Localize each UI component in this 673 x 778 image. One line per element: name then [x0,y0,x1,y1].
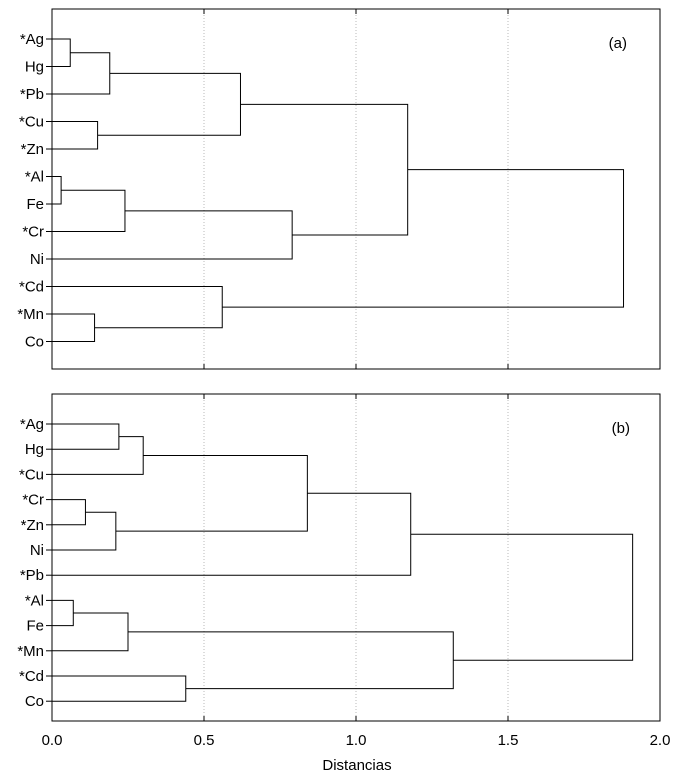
merge-link-a [52,189,126,232]
merge-link-b [52,675,187,702]
leaf-label: *Al [25,169,44,186]
merge-link-b [52,499,86,526]
leaf-label: Co [25,334,44,351]
merge-link-a [52,210,293,260]
leaf-label: *Cu [19,114,44,131]
x-ticks-a [51,9,661,369]
leaf-label: *Pb [20,86,44,103]
merge-link-a [52,38,71,67]
leaf-label: Co [25,693,44,710]
leaf-label: *Cr [22,224,44,241]
leaf-label: Fe [26,618,44,635]
dendrogram-links-a [52,38,625,342]
leaf-label: *Cd [19,279,44,296]
merge-link-b [115,455,308,532]
merge-link-b [52,423,120,450]
dendrogram-links-b [52,423,634,702]
grid-lines-a [203,9,509,369]
leaf-label: *Mn [17,643,44,660]
leaf-label: *Ag [20,31,44,48]
x-ticks-b [51,394,661,721]
x-tick-label: 0.5 [194,732,215,749]
leaf-label: *Pb [20,567,44,584]
x-tick-label: 0.0 [42,732,63,749]
leaf-label: Fe [26,196,44,213]
leaf-label: *Ag [20,416,44,433]
leaf-label: *Al [25,592,44,609]
merge-link-a [240,103,409,236]
merge-link-a [97,72,241,136]
grid-lines-b [203,394,509,721]
leaf-label: *Cd [19,668,44,685]
merge-link-b [410,533,634,661]
leaf-label: *Cu [19,466,44,483]
merge-link-b [52,511,117,551]
dendrogram-panel-a: *Ag Hg *Pb *Cu *Zn *Al Fe *Cr Ni *Cd *Mn Co (a) [17,8,661,370]
panel-tag-a: (a) [609,35,627,52]
merge-link-a [52,313,96,342]
x-tick-label: 1.5 [498,732,519,749]
x-tick-label: 1.0 [346,732,367,749]
merge-link-a [52,121,99,150]
leaf-labels-a: *Ag Hg *Pb *Cu *Zn *Al Fe *Cr Ni *Cd *Mn Co [17,31,52,351]
merge-link-b [52,612,129,652]
leaf-label: *Zn [21,141,44,158]
leaf-labels-b: *Ag Hg *Cu *Cr *Zn Ni *Pb *Al Fe *Mn *Cd Co [17,416,52,710]
dendrogram-panel-b: *Ag Hg *Cu *Cr *Zn Ni *Pb *Al Fe *Mn *Cd Co (b) [17,393,661,722]
x-axis-tick-labels: 0.0 0.5 1.0 1.5 2.0 [42,732,671,749]
leaf-label: *Mn [17,306,44,323]
leaf-label: Hg [25,441,44,458]
x-tick-label: 2.0 [650,732,671,749]
merge-link-a [52,176,62,205]
merge-link-b [128,631,454,690]
merge-link-b [52,599,74,627]
merge-link-a [52,52,111,95]
merge-link-a [52,286,223,329]
x-axis-title: Distancias [322,757,391,774]
leaf-label: Hg [25,59,44,76]
merge-link-b [52,492,412,576]
merge-link-b [52,436,144,475]
leaf-label: Ni [30,251,44,268]
leaf-label: *Zn [21,517,44,534]
leaf-label: *Cr [22,492,44,509]
leaf-label: Ni [30,542,44,559]
panel-tag-b: (b) [612,420,630,437]
merge-link-a [222,169,625,308]
